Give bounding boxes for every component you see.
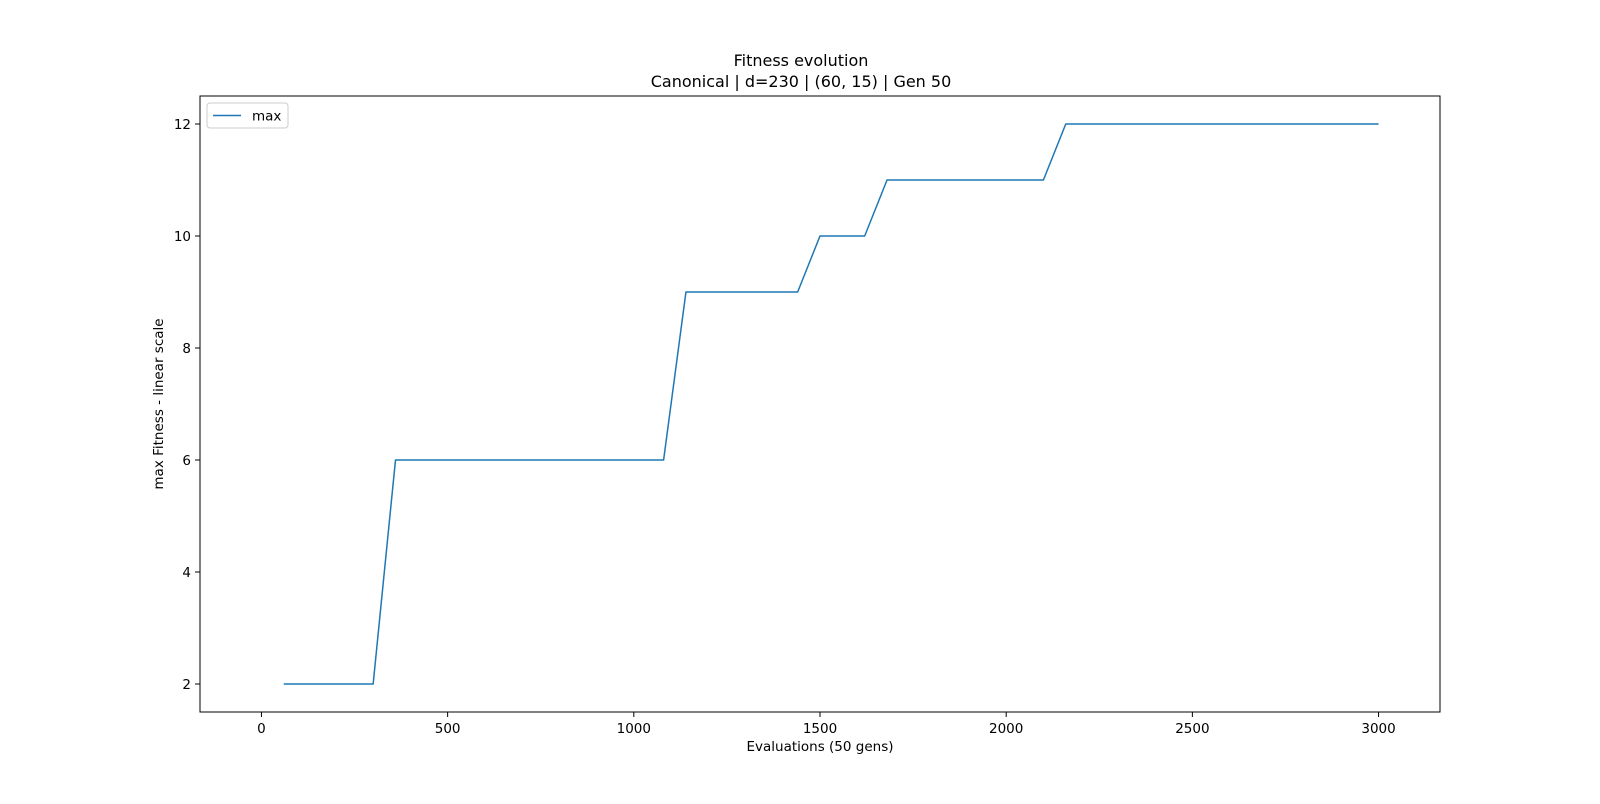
- x-tick-label: 500: [435, 721, 461, 737]
- y-tick-label: 2: [182, 677, 191, 693]
- chart-subtitle: Canonical | d=230 | (60, 15) | Gen 50: [651, 72, 952, 91]
- y-axis-label: max Fitness - linear scale: [151, 318, 167, 489]
- x-tick-label: 3000: [1361, 721, 1395, 737]
- legend-label-max: max: [252, 109, 281, 125]
- y-tick-label: 12: [174, 117, 191, 133]
- axis-ticks: 0 500 1000 1500 2000 2500 3000 2 4 6 8 10 12: [174, 117, 1396, 737]
- y-tick-label: 6: [182, 453, 191, 469]
- x-tick-label: 1500: [803, 721, 837, 737]
- legend: max: [206, 102, 289, 129]
- axes-frame: [199, 95, 1441, 713]
- y-tick-label: 4: [182, 565, 191, 581]
- x-tick-label: 2500: [1175, 721, 1209, 737]
- chart-title: Fitness evolution: [734, 51, 869, 70]
- x-tick-label: 1000: [617, 721, 651, 737]
- series-line-max: [283, 123, 1379, 685]
- y-tick-label: 10: [174, 229, 191, 245]
- legend-box: [206, 102, 289, 129]
- x-tick-label: 2000: [989, 721, 1023, 737]
- y-tick-label: 8: [182, 341, 191, 357]
- x-tick-label: 0: [257, 721, 266, 737]
- x-axis-label: Evaluations (50 gens): [746, 739, 893, 755]
- plot-area: [283, 123, 1379, 685]
